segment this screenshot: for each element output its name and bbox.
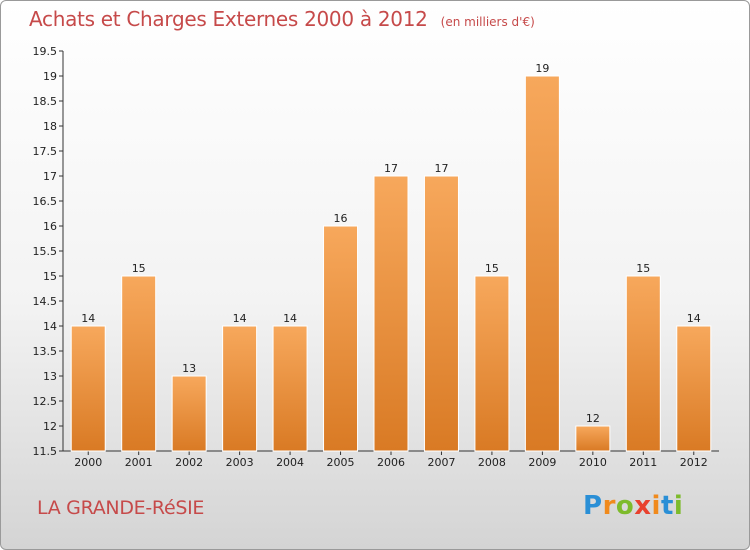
y-tick-label: 14 [43,320,57,333]
bar-2009 [524,75,560,452]
x-tick-label: 2005 [327,456,355,469]
y-tick-label: 12.5 [33,395,58,408]
bar-2001 [121,275,157,452]
y-tick-label: 13.5 [33,345,58,358]
bar-2000 [70,325,106,452]
data-label-2011: 15 [636,262,650,275]
chart-title: Achats et Charges Externes 2000 à 2012 [29,7,428,31]
bar-2012 [676,325,712,452]
y-tick-label: 16.5 [33,195,58,208]
logo-letter: P [583,491,603,521]
place-name: LA GRANDE-RéSIE [37,497,205,519]
x-tick-label: 2009 [528,456,556,469]
logo-letter: r [602,491,616,521]
logo-letter: o [615,491,635,521]
data-label-2002: 13 [182,362,196,375]
bars [70,75,712,452]
bar-2008 [474,275,510,452]
x-tick-label: 2002 [175,456,203,469]
bar-2003 [222,325,258,452]
y-tick-label: 15 [43,270,57,283]
logo-letter: t [660,491,674,521]
y-tick-label: 15.5 [33,245,58,258]
x-tick-label: 2006 [377,456,405,469]
x-tick-label: 2010 [579,456,607,469]
data-label-2010: 12 [586,412,600,425]
data-label-2012: 14 [687,312,701,325]
bar-2010 [575,425,611,452]
y-tick-label: 19 [43,70,57,83]
x-tick-label: 2000 [74,456,102,469]
data-label-2004: 14 [283,312,297,325]
bar-2005 [323,225,359,452]
bar-2004 [272,325,308,452]
data-labels: 14 15 13 14 14 16 17 17 15 19 12 15 14 [81,62,701,425]
x-tick-label: 2001 [125,456,153,469]
y-tick-label: 19.5 [33,45,58,58]
bar-2006 [373,175,409,452]
logo-letter: x [634,491,652,521]
x-tick-label: 2004 [276,456,304,469]
x-tick-label: 2012 [680,456,708,469]
y-tick-label: 12 [43,420,57,433]
y-tick-label: 11.5 [33,445,58,458]
chart-unit: (en milliers d'€) [440,15,535,29]
data-label-2001: 15 [132,262,146,275]
x-tick-label: 2007 [427,456,455,469]
y-tick-label: 16 [43,220,57,233]
logo-letter: i [651,491,661,521]
y-tick-label: 14.5 [33,295,58,308]
y-tick-label: 17.5 [33,145,58,158]
bar-2007 [423,175,459,452]
data-label-2007: 17 [434,162,448,175]
y-tick-label: 13 [43,370,57,383]
bar-2011 [625,275,661,452]
bar-2002 [171,375,207,452]
data-label-2006: 17 [384,162,398,175]
data-label-2009: 19 [535,62,549,75]
proxiti-logo[interactable]: Proxiti [583,491,683,521]
data-label-2003: 14 [233,312,247,325]
x-tick-label: 2003 [226,456,254,469]
y-tick-label: 18.5 [33,95,58,108]
x-tick-label: 2011 [629,456,657,469]
data-label-2005: 16 [334,212,348,225]
axes: 11.5 12 12.5 13 13.5 14 14.5 15 15.5 16 16.5 17 17.5… [33,45,719,469]
x-tick-label: 2008 [478,456,506,469]
logo-letter: i [673,491,684,521]
y-tick-label: 17 [43,170,57,183]
y-tick-label: 18 [43,120,57,133]
data-label-2008: 15 [485,262,499,275]
data-label-2000: 14 [81,312,95,325]
title-row: Achats et Charges Externes 2000 à 2012 (… [29,7,535,31]
